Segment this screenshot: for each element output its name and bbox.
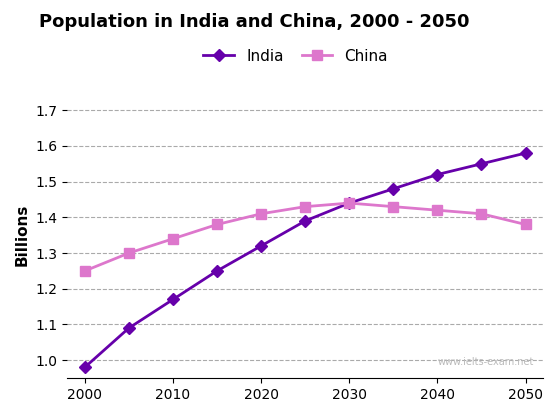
India [81, 365, 88, 370]
Y-axis label: Billions: Billions [15, 204, 30, 266]
India [478, 161, 485, 166]
Text: Population in India and China, 2000 - 2050: Population in India and China, 2000 - 20… [39, 13, 470, 31]
China [434, 208, 441, 213]
Line: China: China [80, 198, 530, 276]
Line: India: India [81, 149, 530, 371]
India [258, 244, 264, 249]
India [214, 268, 221, 273]
China [214, 222, 221, 227]
Text: www.ielts-exam.net: www.ielts-exam.net [437, 357, 534, 367]
India [346, 201, 353, 206]
India [434, 172, 441, 177]
India [390, 186, 396, 192]
China [522, 222, 529, 227]
China [302, 204, 309, 209]
China [258, 211, 264, 216]
China [478, 211, 485, 216]
China [125, 250, 132, 255]
India [125, 326, 132, 331]
China [390, 204, 396, 209]
India [170, 297, 176, 302]
India [522, 150, 529, 155]
China [170, 236, 176, 241]
India [302, 218, 309, 223]
China [346, 201, 353, 206]
Legend: India, China: India, China [203, 49, 388, 64]
China [81, 268, 88, 273]
